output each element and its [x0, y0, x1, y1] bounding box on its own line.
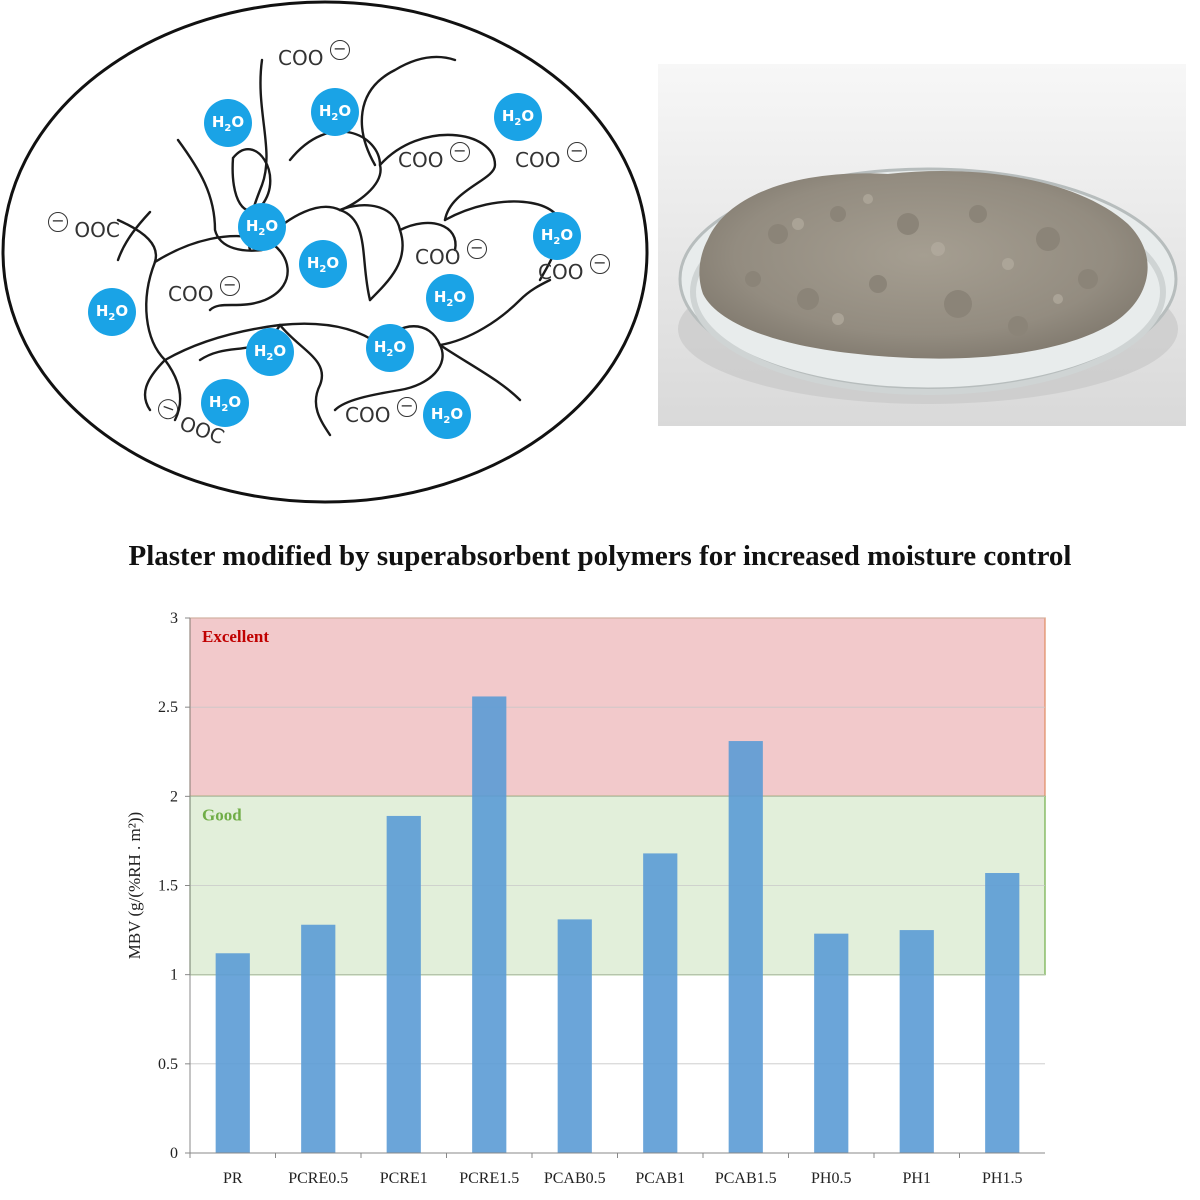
- water-molecule-icon: H2O: [423, 391, 471, 439]
- water-molecule-icon: H2O: [238, 203, 286, 251]
- carboxylate-group: COO −: [278, 40, 350, 70]
- bar-pcre1.5: [472, 696, 507, 1153]
- y-tick-label: 2.5: [158, 699, 178, 716]
- negative-charge-icon: −: [589, 254, 610, 274]
- negative-charge-icon: −: [219, 276, 240, 296]
- bar-pr: [215, 953, 250, 1153]
- y-tick-label: 0: [170, 1145, 178, 1162]
- carboxylate-label: COO: [515, 148, 561, 172]
- carboxylate-group: COO −: [398, 142, 470, 172]
- y-tick-label: 1: [170, 967, 178, 984]
- water-label: H2O: [373, 337, 407, 359]
- carboxylate-group: COO −: [515, 142, 587, 172]
- figure-title: Plaster modified by superabsorbent polym…: [128, 540, 1072, 572]
- carboxylate-label: COO: [415, 245, 461, 269]
- x-tick-label: PH1: [903, 1170, 931, 1187]
- water-molecule-icon: H2O: [201, 379, 249, 427]
- plaster-powder-photo: [658, 64, 1186, 426]
- water-label: H2O: [540, 225, 574, 247]
- bar-ph1: [899, 930, 934, 1153]
- water-label: H2O: [211, 112, 245, 134]
- x-tick-label: PCAB1.5: [715, 1170, 777, 1187]
- negative-charge-icon: −: [449, 142, 470, 162]
- carboxylate-group: COO −: [345, 397, 417, 427]
- y-tick-label: 1.5: [158, 878, 178, 895]
- water-molecule-icon: H2O: [311, 88, 359, 136]
- y-axis-label: MBV (g/(%RH . m²)): [125, 812, 144, 959]
- carboxylate-group: − OOC: [48, 212, 120, 242]
- y-tick-label: 0.5: [158, 1056, 178, 1073]
- mbv-bar-chart: Excellent Good 0 0.5 1 1.5 2 2.5 3 PR PCRE0.5 PCRE1…: [125, 610, 1046, 1187]
- water-label: H2O: [501, 106, 535, 128]
- bar-pcab0.5: [557, 919, 592, 1153]
- water-molecule-icon: H2O: [204, 99, 252, 147]
- x-tick-label: PCAB0.5: [544, 1170, 606, 1187]
- water-label: H2O: [95, 301, 129, 323]
- water-label: H2O: [430, 404, 464, 426]
- carboxylate-label: COO: [278, 46, 324, 70]
- water-label: H2O: [245, 216, 279, 238]
- water-molecule-icon: H2O: [88, 288, 136, 336]
- water-label: H2O: [433, 287, 467, 309]
- carboxylate-group: COO −: [538, 254, 610, 284]
- carboxylate-group: COO −: [168, 276, 240, 306]
- x-tick-label: PCRE1: [380, 1170, 428, 1187]
- negative-charge-icon: −: [48, 212, 68, 232]
- bar-pcre0.5: [301, 924, 336, 1153]
- x-tick-label: PH1.5: [982, 1170, 1022, 1187]
- bar-ph0.5: [814, 933, 849, 1153]
- zone-label-excellent: Excellent: [202, 627, 269, 646]
- water-molecule-icon: H2O: [246, 328, 294, 376]
- negative-charge-icon: −: [396, 397, 417, 417]
- bar-ph1.5: [985, 873, 1020, 1153]
- x-tick-label: PCRE1.5: [459, 1170, 519, 1187]
- negative-charge-icon: −: [329, 40, 350, 60]
- water-label: H2O: [306, 253, 340, 275]
- negative-charge-icon: −: [566, 142, 587, 162]
- y-tick-label: 2: [170, 788, 178, 805]
- water-molecule-icon: H2O: [533, 212, 581, 260]
- carboxylate-label: OOC: [74, 218, 120, 242]
- water-label: H2O: [208, 392, 242, 414]
- water-molecule-icon: H2O: [426, 274, 474, 322]
- x-tick-label: PCAB1: [635, 1170, 685, 1187]
- bar-pcab1: [643, 853, 678, 1153]
- x-tick-label: PR: [223, 1170, 243, 1187]
- x-tick-label: PCRE0.5: [288, 1170, 348, 1187]
- x-tick-label: PH0.5: [811, 1170, 851, 1187]
- water-molecule-icon: H2O: [494, 93, 542, 141]
- polymer-chains: [116, 55, 562, 437]
- bar-pcab1.5: [728, 741, 763, 1153]
- water-label: H2O: [318, 101, 352, 123]
- zone-label-good: Good: [202, 805, 242, 824]
- bar-pcre1: [386, 815, 421, 1153]
- water-label: H2O: [253, 341, 287, 363]
- carboxylate-label: COO: [168, 282, 214, 306]
- carboxylate-label: COO: [538, 260, 584, 284]
- negative-charge-icon: −: [466, 239, 487, 259]
- powder-lumps: [745, 205, 1098, 336]
- water-molecule-icon: H2O: [299, 240, 347, 288]
- carboxylate-group: COO −: [415, 239, 487, 269]
- plaster-powder: [699, 171, 1148, 359]
- carboxylate-label: COO: [398, 148, 444, 172]
- water-molecule-icon: H2O: [366, 324, 414, 372]
- y-tick-label: 3: [170, 610, 178, 627]
- carboxylate-label: COO: [345, 403, 391, 427]
- powder-highlights: [792, 194, 1063, 325]
